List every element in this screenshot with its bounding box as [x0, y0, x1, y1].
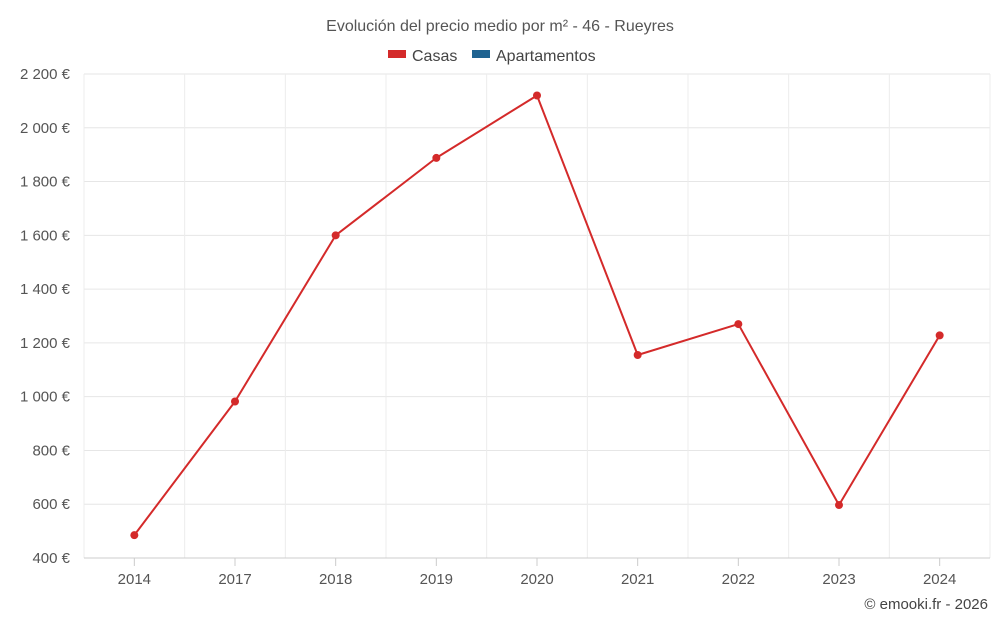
y-tick-label: 1 600 €: [20, 227, 71, 244]
legend-item-casas[interactable]: Casas: [388, 48, 457, 65]
legend: Casas Apartamentos: [388, 48, 596, 65]
y-axis: 400 € 600 € 800 € 1 000 € 1 200 € 1 400 € 1 60…: [20, 66, 71, 567]
legend-label-casas: Casas: [412, 48, 457, 65]
legend-item-apartamentos[interactable]: Apartamentos: [472, 48, 596, 65]
credit-text: © emooki.fr - 2026: [864, 596, 988, 613]
y-tick-label: 1 400 €: [20, 281, 71, 298]
legend-swatch-apartamentos: [472, 50, 490, 58]
data-point-casas[interactable]: [231, 397, 239, 406]
x-tick-label: 2014: [118, 571, 151, 588]
y-tick-label: 600 €: [32, 496, 70, 513]
y-tick-label: 400 €: [32, 550, 70, 567]
y-tick-label: 1 200 €: [20, 335, 71, 352]
x-tick-label: 2018: [319, 571, 352, 588]
y-tick-label: 800 €: [32, 442, 70, 459]
data-point-casas[interactable]: [331, 231, 340, 240]
data-point-casas[interactable]: [633, 350, 642, 359]
grid: [83, 73, 991, 558]
series-line-casas: [133, 94, 941, 536]
legend-label-apartamentos: Apartamentos: [496, 48, 596, 65]
plot-area: [130, 91, 944, 540]
y-tick-label: 1 000 €: [20, 389, 71, 406]
data-point-casas[interactable]: [533, 91, 541, 100]
x-tick-label: 2020: [520, 571, 553, 588]
data-point-casas[interactable]: [835, 501, 843, 510]
data-point-casas[interactable]: [130, 531, 139, 540]
x-tick-label: 2024: [923, 571, 956, 588]
y-tick-label: 2 200 €: [20, 66, 71, 83]
x-tick-label: 2019: [420, 571, 453, 588]
x-tick-label: 2021: [621, 571, 654, 588]
x-tick-label: 2017: [218, 571, 251, 588]
y-tick-label: 1 800 €: [20, 174, 71, 191]
data-point-casas[interactable]: [734, 320, 743, 329]
data-point-casas[interactable]: [432, 153, 441, 162]
x-tick-label: 2022: [722, 571, 755, 588]
x-axis: 2014 2017 2018 2019 2020 2021 2022 2023 2024: [84, 557, 990, 588]
legend-swatch-casas: [388, 50, 406, 58]
y-tick-label: 2 000 €: [20, 120, 71, 137]
x-tick-label: 2023: [822, 571, 855, 588]
data-point-casas[interactable]: [935, 331, 944, 340]
chart-title: Evolución del precio medio por m² - 46 -…: [326, 18, 674, 35]
